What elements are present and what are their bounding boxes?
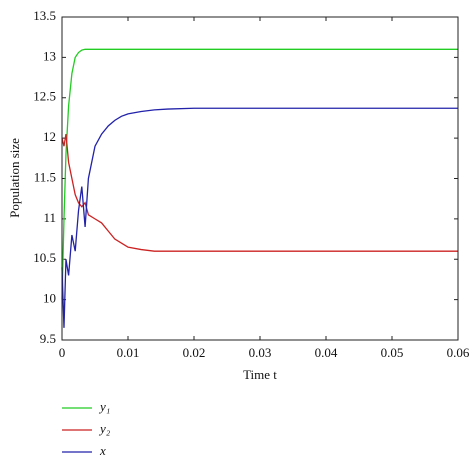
x-tick-label: 0.02 bbox=[183, 345, 206, 360]
series-line bbox=[61, 107, 458, 328]
y-tick-label: 11 bbox=[43, 210, 56, 225]
x-tick-label: 0.03 bbox=[249, 345, 272, 360]
x-tick-label: 0.06 bbox=[447, 345, 470, 360]
x-axis-label: Time t bbox=[243, 367, 277, 382]
legend-label: y₁ bbox=[98, 399, 110, 414]
y-tick-label: 12.5 bbox=[33, 89, 56, 104]
y-tick-label: 9.5 bbox=[40, 331, 56, 346]
x-tick-label: 0 bbox=[59, 345, 66, 360]
y-tick-label: 10 bbox=[43, 291, 56, 306]
plot-frame bbox=[61, 16, 459, 341]
y-axis-label: Population size bbox=[7, 138, 22, 218]
y-tick-label: 12 bbox=[43, 129, 56, 144]
x-tick-label: 0.01 bbox=[117, 345, 140, 360]
x-tick-label: 0.04 bbox=[315, 345, 338, 360]
legend-label: y₂ bbox=[98, 421, 111, 436]
y-tick-label: 13.5 bbox=[33, 8, 56, 23]
x-tick-label: 0.05 bbox=[381, 345, 404, 360]
legend-label: x bbox=[99, 443, 106, 458]
series-line bbox=[61, 48, 458, 300]
y-tick-label: 13 bbox=[43, 48, 56, 63]
y-tick-label: 11.5 bbox=[34, 169, 56, 184]
series-line bbox=[61, 133, 458, 252]
y-tick-label: 10.5 bbox=[33, 250, 56, 265]
